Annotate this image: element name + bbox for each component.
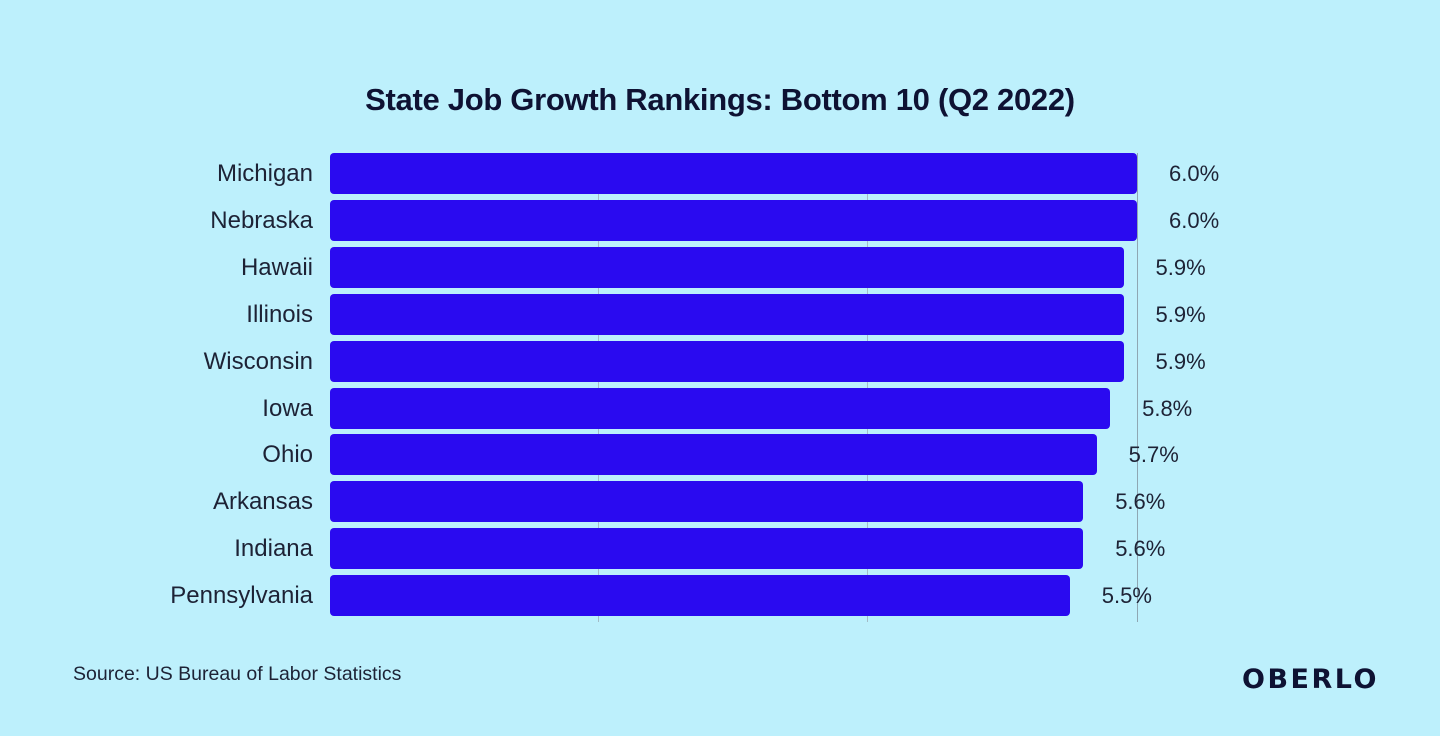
bar [330,434,1097,476]
bar [330,199,1137,241]
bar [330,575,1070,617]
category-label: Michigan [216,160,313,187]
category-label: Hawaii [240,253,313,281]
value-label: 5.5% [1101,583,1152,609]
bar-row: Michigan 6.0% [217,153,1219,194]
bar [330,340,1124,382]
bar [330,246,1124,288]
bar-row: Arkansas 5.6% [213,481,1165,523]
value-label: 6.0% [1169,161,1220,186]
category-label: Pennsylvania [170,582,313,610]
bar-chart-plot: Michigan 6.0% Nebraska 6.0% Hawaii 5.9% Illino… [170,153,1219,622]
bar-row: Iowa 5.8% [262,387,1192,429]
value-label: 5.9% [1155,348,1206,374]
value-label: 5.7% [1128,442,1179,468]
category-label: Arkansas [212,488,313,516]
value-label: 5.6% [1115,489,1166,515]
value-label: 5.9% [1155,301,1206,327]
category-label: Ohio [262,441,313,469]
oberlo-logo: OBERLO [1242,664,1379,695]
category-label: Wisconsin [203,347,313,375]
bar [330,293,1124,335]
value-label: 5.9% [1155,254,1206,280]
category-label: Indiana [234,535,313,563]
gridline-6pct [1136,153,1138,622]
bar [330,528,1084,570]
bar-row: Ohio 5.7% [262,434,1179,476]
bar-row: Wisconsin 5.9% [204,340,1206,382]
value-label: 6.0% [1169,207,1220,233]
bar-row: Hawaii 5.9% [241,246,1206,288]
bar-row: Nebraska 6.0% [210,199,1219,241]
bar-row: Pennsylvania 5.5% [170,575,1152,617]
chart-title: State Job Growth Rankings: Bottom 10 (Q2… [365,82,1075,117]
bar-row: Illinois 5.9% [246,293,1206,335]
bar-row: Indiana 5.6% [234,528,1165,570]
category-label: Iowa [262,394,313,422]
value-label: 5.6% [1115,536,1166,562]
bar [330,153,1137,194]
bar [330,387,1111,429]
category-label: Illinois [246,300,313,328]
category-label: Nebraska [210,206,313,234]
bar [330,481,1084,523]
source-note: Source: US Bureau of Labor Statistics [73,663,402,685]
value-label: 5.8% [1142,395,1193,421]
